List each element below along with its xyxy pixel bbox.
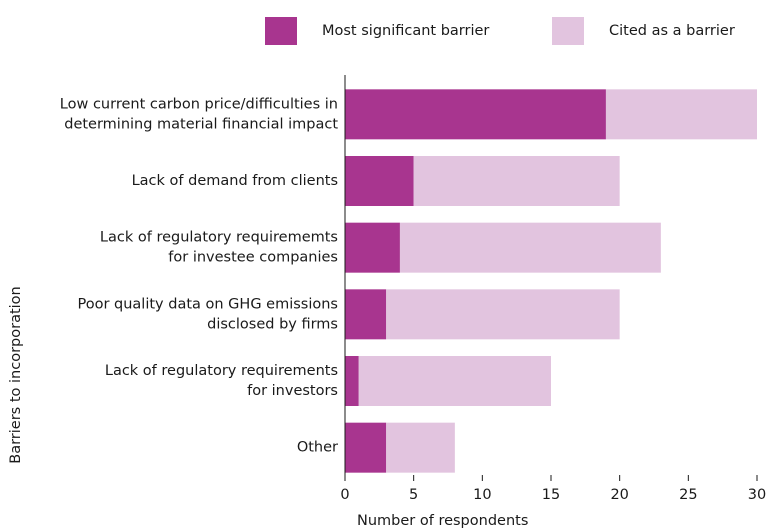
x-tick-label: 5 — [409, 487, 418, 503]
x-tick-label: 30 — [748, 487, 766, 503]
y-tick-label: for investee companies — [168, 250, 338, 266]
bar-segment — [345, 289, 387, 340]
y-tick-label: disclosed by firms — [207, 316, 338, 332]
x-tick-label: 15 — [542, 487, 560, 503]
x-tick-label: 10 — [473, 487, 491, 503]
bar-segment — [358, 356, 551, 406]
bar-segment — [345, 222, 400, 273]
y-tick-label: determining material financial impact — [64, 116, 338, 132]
bar-segment — [386, 289, 620, 340]
bar-segment — [345, 356, 359, 406]
bar-segment — [345, 156, 414, 206]
y-tick-label: Lack of regulatory requirements — [105, 363, 338, 379]
y-tick-label: for investors — [247, 383, 338, 399]
bar-segment — [345, 422, 387, 473]
y-tick-label: Other — [297, 440, 338, 456]
y-tick-label: Low current carbon price/difficulties in — [60, 96, 338, 112]
x-tick-label: 25 — [679, 487, 697, 503]
legend-swatch — [265, 17, 297, 45]
bar-segment — [345, 89, 606, 140]
x-axis-label: Number of respondents — [357, 513, 528, 529]
x-tick-label: 0 — [340, 487, 349, 503]
legend-label: Cited as a barrier — [609, 23, 735, 39]
legend-swatch — [552, 17, 584, 45]
bar-segment — [386, 422, 455, 473]
y-tick-label: Poor quality data on GHG emissions — [77, 296, 338, 312]
bar-segment — [399, 222, 661, 273]
x-tick-label: 20 — [610, 487, 628, 503]
y-axis-label: Barriers to incorporation — [8, 286, 24, 463]
legend-label: Most significant barrier — [322, 23, 489, 39]
y-tick-label: Lack of regulatory requirememts — [100, 230, 338, 246]
bar-segment — [605, 89, 757, 140]
y-tick-label: Lack of demand from clients — [132, 173, 338, 189]
bar-segment — [413, 156, 620, 206]
